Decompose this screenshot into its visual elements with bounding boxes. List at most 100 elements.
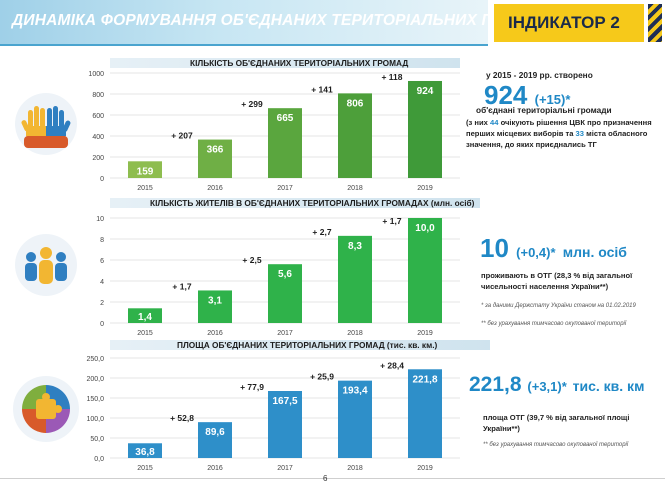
section2-big-delta: (+0,4)* bbox=[516, 245, 556, 260]
x-tick-label: 2019 bbox=[417, 185, 433, 192]
people-group-icon bbox=[15, 234, 77, 296]
bar-value-label: 366 bbox=[207, 145, 224, 156]
section2-big-figure: 10 (+0,4)* млн. осіб bbox=[480, 233, 627, 264]
bar-value-label: 36,8 bbox=[135, 447, 155, 458]
y-tick-label: 200 bbox=[92, 155, 104, 162]
section2-note1: * за даними Держстату України станом на … bbox=[481, 303, 636, 309]
chart-communities-count: 0 200 400 600 800 1000 159 2015 366 2016 665 2017 80… bbox=[88, 71, 460, 192]
y-tick-label: 150,0 bbox=[86, 396, 104, 403]
section3-big-figure: 221,8 (+3,1)* тис. кв. км bbox=[469, 373, 644, 397]
x-tick-label: 2017 bbox=[277, 330, 293, 337]
x-tick-label: 2017 bbox=[277, 465, 293, 472]
indicator-label: ІНДИКАТОР 2 bbox=[508, 13, 620, 32]
section2-big-unit: млн. осіб bbox=[562, 244, 627, 260]
bar-value-label: 3,1 bbox=[208, 295, 222, 306]
bar bbox=[408, 80, 442, 178]
increment-label: + 1,7 bbox=[172, 281, 191, 291]
section2-big-value: 10 bbox=[480, 233, 509, 263]
x-tick-label: 2018 bbox=[347, 185, 363, 192]
x-tick-label: 2018 bbox=[347, 330, 363, 337]
increment-label: + 1,7 bbox=[382, 216, 401, 226]
bar bbox=[198, 139, 232, 178]
increment-label: + 299 bbox=[241, 99, 263, 109]
section1-detail: (з них 44 очікують рішення ЦВК про призн… bbox=[466, 117, 656, 150]
map-puzzle-icon bbox=[13, 376, 79, 442]
section1-detail-mid: очікують рішення ЦВК про призначення пер… bbox=[466, 118, 652, 138]
y-tick-label: 10 bbox=[96, 216, 104, 223]
x-tick-label: 2015 bbox=[137, 465, 153, 472]
section3-big-value: 221,8 bbox=[469, 373, 522, 396]
y-tick-label: 8 bbox=[100, 237, 104, 244]
chart1-title: КІЛЬКІСТЬ ОБ'ЄДНАНИХ ТЕРИТОРІАЛЬНИХ ГРОМ… bbox=[190, 58, 409, 68]
section1-lead: у 2015 - 2019 рр. створено bbox=[486, 70, 593, 80]
increment-label: + 52,8 bbox=[170, 413, 194, 423]
chart2-title: КІЛЬКІСТЬ ЖИТЕЛІВ В ОБ'ЄДНАНИХ ТЕРИТОРІА… bbox=[150, 198, 475, 208]
bar bbox=[128, 308, 162, 323]
section1-big-delta: (+15)* bbox=[534, 92, 571, 107]
y-tick-label: 6 bbox=[100, 258, 104, 265]
x-tick-label: 2016 bbox=[207, 185, 223, 192]
x-tick-label: 2017 bbox=[277, 185, 293, 192]
bar-value-label: 8,3 bbox=[348, 241, 362, 252]
bar bbox=[408, 218, 442, 323]
bar-value-label: 89,6 bbox=[205, 427, 225, 438]
increment-label: + 77,9 bbox=[240, 382, 264, 392]
bar bbox=[198, 422, 232, 458]
bar-value-label: 10,0 bbox=[415, 223, 435, 234]
y-tick-label: 4 bbox=[100, 279, 104, 286]
section1-big-figure: 924 (+15)* bbox=[484, 80, 570, 111]
chart-area: 0,0 50,0 100,0 150,0 200,0 250,0 36,8 2015 89,6 2… bbox=[86, 356, 460, 472]
x-tick-label: 2015 bbox=[137, 185, 153, 192]
section2-note2: ** без урахування тимчасово окупованої т… bbox=[481, 321, 627, 327]
chart3-title: ПЛОЩА ОБ'ЄДНАНИХ ТЕРИТОРІАЛЬНИХ ГРОМАД (… bbox=[177, 340, 438, 350]
bar-value-label: 5,6 bbox=[278, 269, 292, 280]
y-tick-label: 800 bbox=[92, 92, 104, 99]
y-tick-label: 0 bbox=[100, 321, 104, 328]
bar-value-label: 1,4 bbox=[138, 312, 152, 323]
bar-value-label: 665 bbox=[277, 113, 294, 124]
section1-detail-num2: 33 bbox=[575, 129, 584, 138]
bar bbox=[128, 161, 162, 178]
bar bbox=[408, 369, 442, 458]
section3-text: площа ОТГ (39,7 % від загальної площі Ук… bbox=[483, 413, 630, 433]
y-tick-label: 2 bbox=[100, 300, 104, 307]
bar-value-label: 193,4 bbox=[342, 386, 367, 397]
section3-title-bar bbox=[110, 340, 490, 350]
bar bbox=[268, 264, 302, 323]
bar bbox=[338, 235, 372, 323]
indicator-badge: ІНДИКАТОР 2 bbox=[494, 4, 644, 42]
page-number: 6 bbox=[323, 474, 328, 483]
bar bbox=[128, 443, 162, 458]
hands-raised-icon bbox=[15, 93, 77, 155]
y-tick-label: 50,0 bbox=[90, 436, 104, 443]
increment-label: + 118 bbox=[381, 72, 402, 82]
page-title: ДИНАМІКА ФОРМУВАННЯ ОБ'ЄДНАНИХ ТЕРИТОРІА… bbox=[12, 12, 551, 29]
section1-detail-post: міста обласного значення, до яких приєдн… bbox=[466, 129, 648, 149]
increment-label: + 2,7 bbox=[312, 227, 331, 237]
bar-value-label: 924 bbox=[417, 86, 434, 97]
y-tick-label: 600 bbox=[92, 113, 104, 120]
section2-text: проживають в ОТГ (28,3 % від загальної ч… bbox=[481, 271, 633, 291]
x-tick-label: 2016 bbox=[207, 465, 223, 472]
section3-big-delta: (+3,1)* bbox=[527, 379, 567, 394]
section1-detail-pre: (з них bbox=[466, 118, 491, 127]
increment-label: + 207 bbox=[171, 131, 193, 141]
bar bbox=[338, 93, 372, 178]
decorative-stripe bbox=[648, 4, 662, 42]
bar-value-label: 167,5 bbox=[272, 396, 297, 407]
bar-value-label: 159 bbox=[137, 166, 154, 177]
section1-big-value: 924 bbox=[484, 80, 528, 110]
section1-subtitle: об'єднані територіальні громади bbox=[476, 105, 612, 115]
x-tick-label: 2015 bbox=[137, 330, 153, 337]
increment-label: + 25,9 bbox=[310, 372, 334, 382]
header-banner: ДИНАМІКА ФОРМУВАННЯ ОБ'ЄДНАНИХ ТЕРИТОРІА… bbox=[0, 0, 550, 46]
chart-population: 0 2 4 6 8 10 1,4 2015 3,1 2016 5,6 2017 8,3 2018 10,0 2… bbox=[96, 216, 460, 337]
y-tick-label: 100,0 bbox=[86, 416, 104, 423]
y-tick-label: 200,0 bbox=[86, 376, 104, 383]
bar bbox=[268, 108, 302, 178]
section1-detail-num1: 44 bbox=[490, 118, 499, 127]
x-tick-label: 2016 bbox=[207, 330, 223, 337]
bar bbox=[338, 380, 372, 458]
x-tick-label: 2019 bbox=[417, 465, 433, 472]
bar-value-label: 806 bbox=[347, 98, 364, 109]
